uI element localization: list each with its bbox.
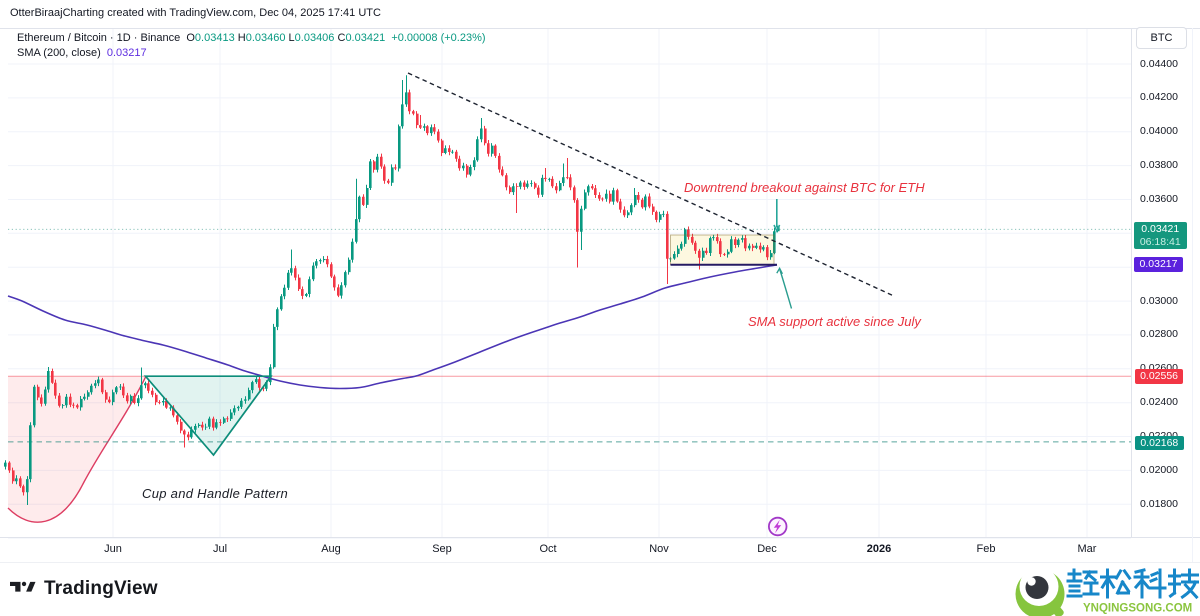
svg-text:YNQINGSONG.COM: YNQINGSONG.COM	[1083, 603, 1192, 615]
